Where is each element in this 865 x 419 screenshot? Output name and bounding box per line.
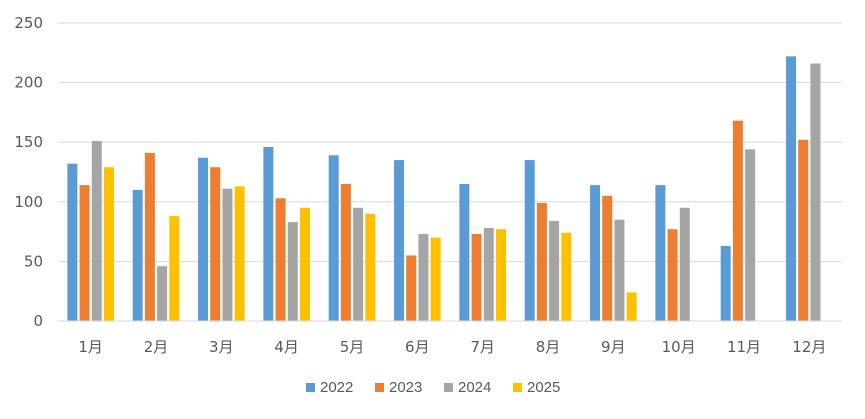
bar-2024-3 <box>222 188 233 321</box>
bar-2024-11 <box>745 149 756 321</box>
bar-2023-3 <box>210 167 221 321</box>
bars <box>67 56 821 321</box>
x-tick-label: 6月 <box>405 338 430 356</box>
bar-2024-7 <box>483 228 494 321</box>
y-tick-label: 100 <box>14 193 43 211</box>
legend-swatch-2025 <box>513 383 522 392</box>
bar-2024-9 <box>614 219 625 321</box>
bar-2024-5 <box>353 207 364 321</box>
x-tick-label: 4月 <box>274 338 299 356</box>
bar-2023-1 <box>79 185 90 321</box>
bar-2023-6 <box>406 255 417 321</box>
y-tick-label: 250 <box>14 14 43 32</box>
bar-2025-1 <box>103 167 114 321</box>
bar-2023-10 <box>667 229 678 321</box>
bar-2022-10 <box>655 185 666 321</box>
legend-label-2024: 2024 <box>458 379 491 396</box>
bar-2024-10 <box>679 207 690 321</box>
bar-2022-7 <box>459 183 470 321</box>
legend-label-2025: 2025 <box>527 379 560 396</box>
bar-2025-6 <box>430 237 441 321</box>
bar-2023-11 <box>732 120 743 321</box>
bar-2023-2 <box>144 152 155 321</box>
bar-2024-2 <box>157 266 168 321</box>
bar-2023-5 <box>340 183 351 321</box>
x-tick-label: 10月 <box>662 338 696 356</box>
legend-swatch-2022 <box>306 383 315 392</box>
x-tick-label: 8月 <box>536 338 561 356</box>
bar-2022-1 <box>67 163 78 321</box>
bar-2022-11 <box>720 245 731 321</box>
y-tick-label: 50 <box>24 252 43 270</box>
bar-2023-8 <box>536 202 547 321</box>
bar-2022-5 <box>328 155 339 321</box>
x-tick-label: 5月 <box>340 338 365 356</box>
x-tick-label: 12月 <box>792 338 826 356</box>
bar-2022-9 <box>590 185 601 321</box>
bar-2023-4 <box>275 198 286 321</box>
bar-2024-6 <box>418 233 429 321</box>
bar-2024-1 <box>91 141 102 321</box>
bar-2022-8 <box>524 160 535 321</box>
bar-2022-3 <box>198 157 209 321</box>
bar-2025-9 <box>626 292 637 321</box>
bar-2024-8 <box>549 220 560 321</box>
bar-2025-8 <box>561 232 572 321</box>
legend: 2022 2023 2024 2025 <box>306 379 560 396</box>
bar-2022-2 <box>132 189 143 321</box>
x-tick-label: 11月 <box>727 338 761 356</box>
bar-2025-4 <box>299 207 310 321</box>
y-tick-label: 0 <box>33 312 43 330</box>
legend-swatch-2023 <box>375 383 384 392</box>
bar-2022-6 <box>394 160 405 321</box>
bar-2023-7 <box>471 233 482 321</box>
legend-label-2022: 2022 <box>320 379 353 396</box>
x-tick-label: 9月 <box>601 338 626 356</box>
bar-2023-12 <box>798 139 809 321</box>
bar-2024-4 <box>287 222 298 321</box>
bar-2025-7 <box>495 229 506 321</box>
bar-2022-4 <box>263 146 274 321</box>
bar-2025-5 <box>365 213 376 321</box>
bar-2024-12 <box>810 63 821 321</box>
bar-2022-12 <box>786 56 797 321</box>
legend-label-2023: 2023 <box>389 379 422 396</box>
legend-swatch-2024 <box>444 383 453 392</box>
x-tick-label: 7月 <box>470 338 495 356</box>
x-axis: 1月 2月 3月 4月 5月 6月 7月 8月 9月 10月 11月 12月 <box>58 320 842 356</box>
x-tick-label: 2月 <box>144 338 169 356</box>
bar-2023-9 <box>602 195 613 321</box>
x-tick-label: 1月 <box>78 338 103 356</box>
x-tick-label: 3月 <box>209 338 234 356</box>
bar-2025-2 <box>169 216 180 321</box>
bar-2025-3 <box>234 186 245 321</box>
y-tick-label: 150 <box>14 133 43 151</box>
y-tick-label: 200 <box>14 74 43 92</box>
y-axis: 0 50 100 150 200 250 <box>14 14 43 330</box>
